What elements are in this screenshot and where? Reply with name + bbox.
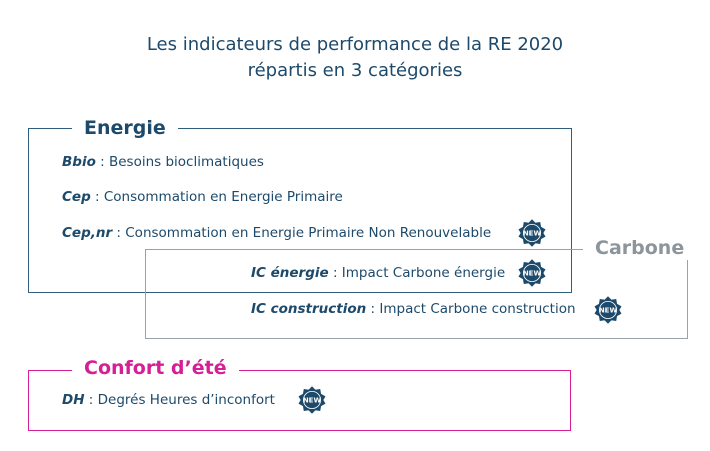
badge-label: NEW — [523, 230, 542, 238]
badge-label: NEW — [599, 307, 618, 315]
indicator-abbr: DH — [62, 392, 85, 408]
new-badge-icon: NEW — [298, 386, 326, 414]
indicator-ic-construction: IC construction : Impact Carbone constru… — [251, 300, 576, 318]
indicator-desc: : Impact Carbone construction — [366, 301, 576, 317]
energie-heading: Energie — [72, 116, 178, 140]
confort-heading: Confort d’été — [72, 356, 239, 380]
diagram-title-line-2: répartis en 3 catégories — [247, 60, 463, 81]
indicator-desc: : Besoins bioclimatiques — [95, 154, 264, 170]
indicator-cep-nr: Cep,nr : Consommation en Energie Primair… — [62, 224, 491, 242]
indicator-bbio: Bbio : Besoins bioclimatiques — [62, 153, 264, 171]
indicator-abbr: Cep — [62, 189, 91, 205]
energie-box — [28, 128, 572, 293]
badge-label: NEW — [303, 397, 322, 405]
indicator-desc: : Consommation en Energie Primaire Non R… — [112, 225, 492, 241]
indicator-abbr: IC énergie — [251, 265, 329, 281]
diagram-title-line-1: Les indicateurs de performance de la RE … — [146, 34, 564, 55]
indicator-abbr: Bbio — [62, 154, 96, 170]
badge-label: NEW — [523, 270, 542, 278]
carbone-heading: Carbone — [583, 236, 697, 260]
indicator-dh: DH : Degrés Heures d’inconfort — [62, 391, 275, 409]
indicator-abbr: Cep,nr — [62, 225, 113, 241]
indicator-desc: : Degrés Heures d’inconfort — [84, 392, 275, 408]
indicator-ic-energie: IC énergie : Impact Carbone énergie — [251, 264, 505, 282]
new-badge-icon: NEW — [518, 259, 546, 287]
indicator-abbr: IC construction — [251, 301, 367, 317]
indicator-desc: : Impact Carbone énergie — [328, 265, 506, 281]
carbone-box — [145, 249, 688, 339]
new-badge-icon: NEW — [518, 219, 546, 247]
indicator-cep: Cep : Consommation en Energie Primaire — [62, 188, 343, 206]
new-badge-icon: NEW — [594, 296, 622, 324]
indicator-desc: : Consommation en Energie Primaire — [90, 189, 343, 205]
confort-box — [28, 370, 571, 431]
